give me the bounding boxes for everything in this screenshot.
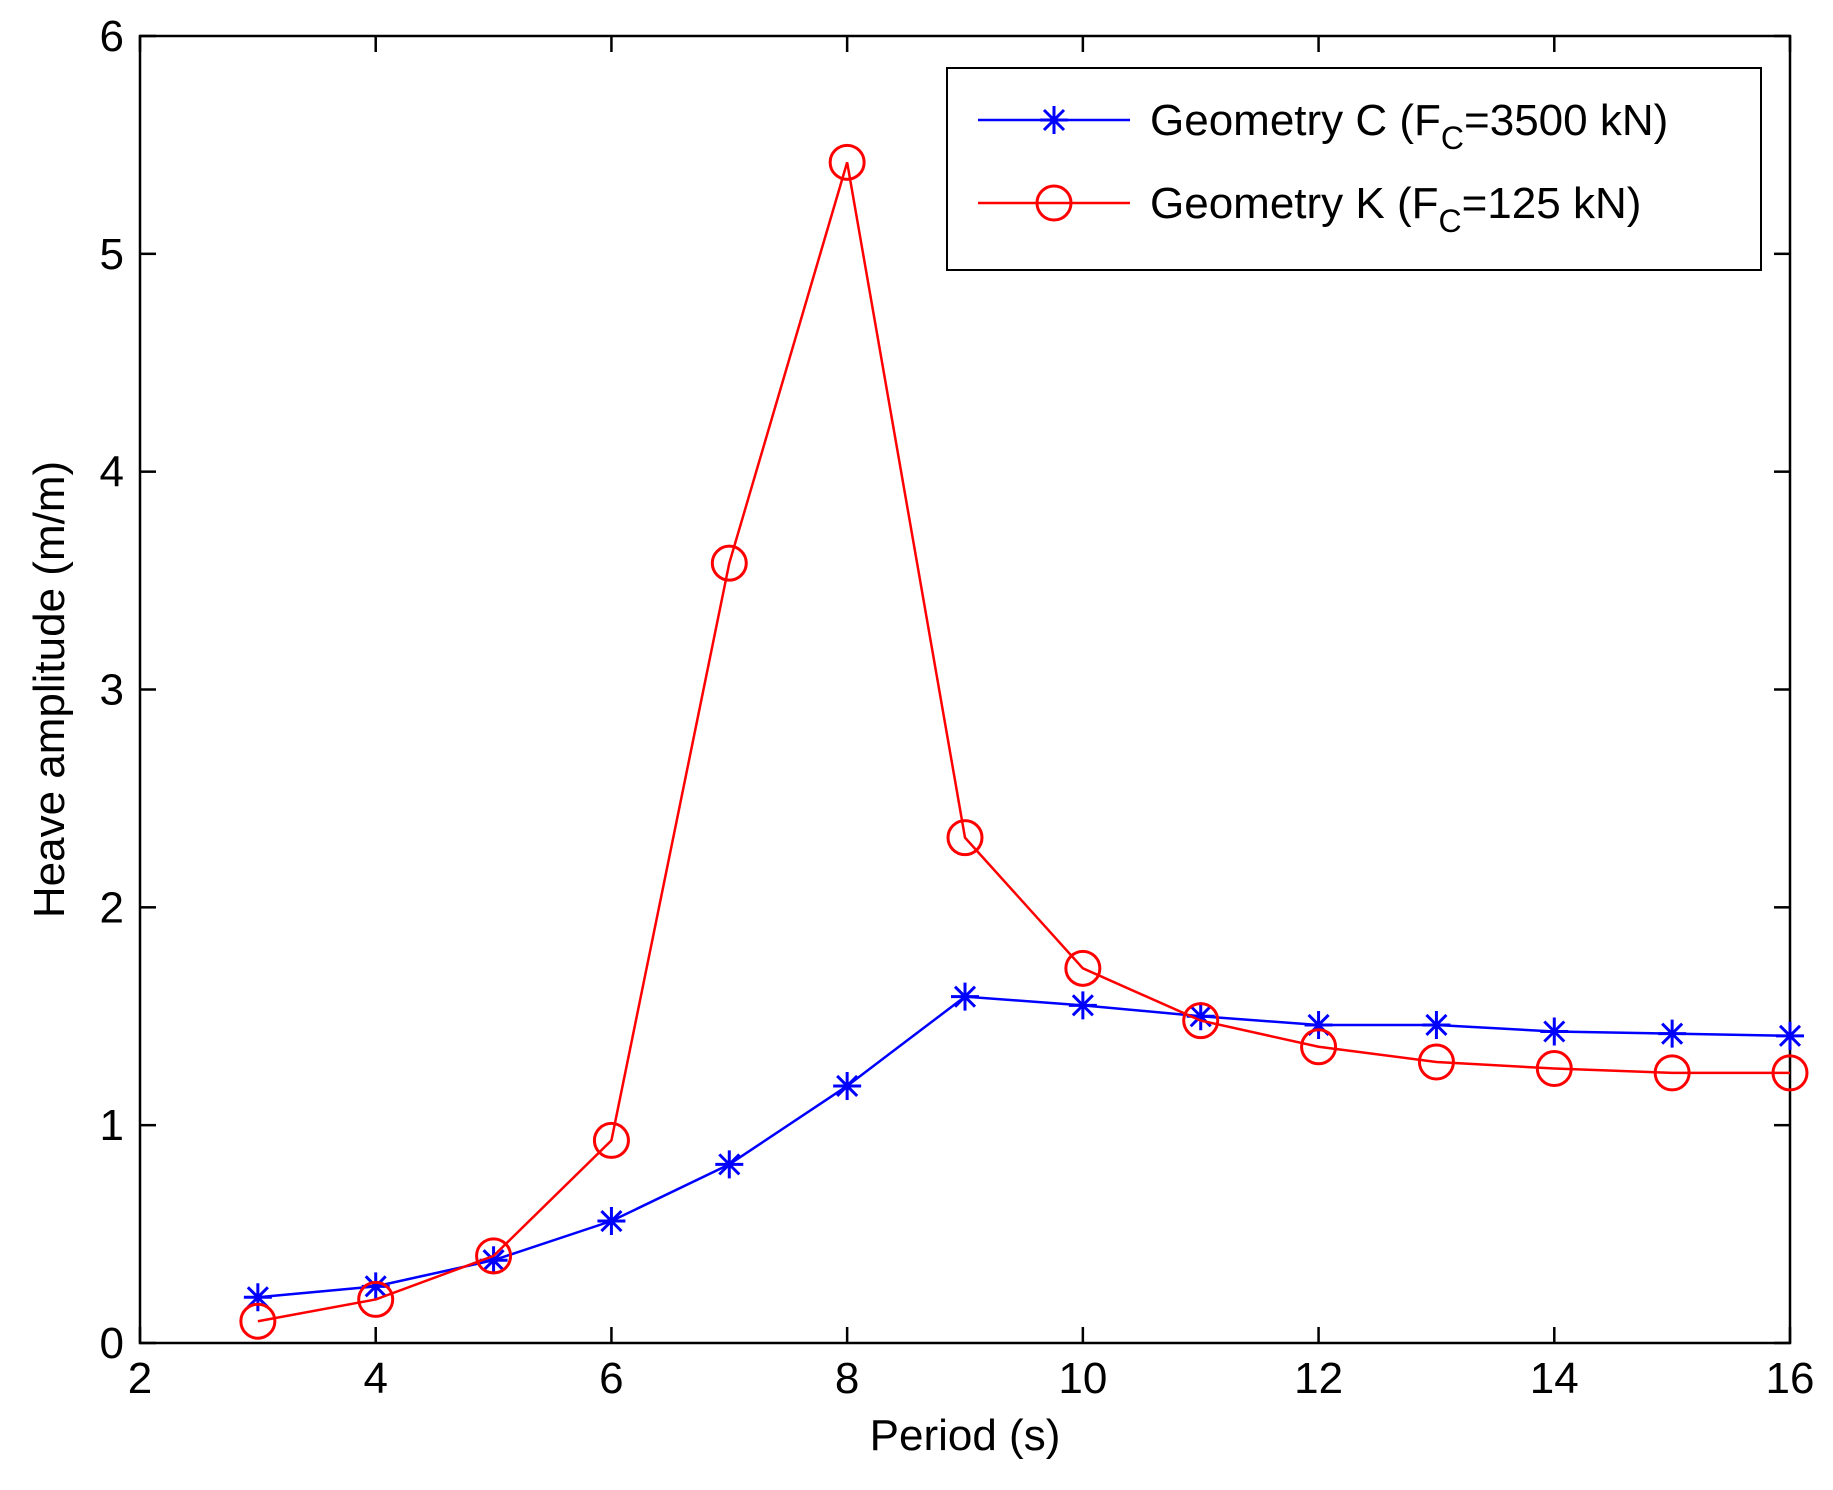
legend: Geometry C (FC=3500 kN)Geometry K (FC=12… — [946, 67, 1762, 271]
data-point — [828, 143, 866, 181]
data-point — [592, 1121, 630, 1159]
data-point — [475, 1237, 513, 1275]
y-axis-label: Heave amplitude (m/m) — [25, 461, 74, 918]
legend-label-subscript: C — [1439, 203, 1462, 239]
x-axis-label: Period (s) — [870, 1411, 1061, 1460]
data-point — [946, 819, 984, 857]
data-point — [361, 1272, 390, 1301]
series-geometry-c — [243, 982, 1804, 1312]
axis-ticks — [138, 34, 1792, 1345]
data-point — [715, 1150, 744, 1179]
data-point — [1540, 1017, 1569, 1046]
x-tick-label: 6 — [599, 1354, 623, 1403]
data-point — [1535, 1050, 1573, 1088]
data-point — [951, 982, 979, 1011]
legend-label-subscript: C — [1441, 120, 1464, 156]
series-line — [257, 995, 1791, 1299]
legend-label-prefix: Geometry K (F — [1150, 179, 1439, 228]
legend-entries: Geometry C (FC=3500 kN)Geometry K (FC=12… — [978, 96, 1668, 239]
data-point — [479, 1246, 508, 1275]
x-tick-label: 8 — [835, 1354, 859, 1403]
y-tick-label: 6 — [100, 12, 124, 61]
data-point — [597, 1207, 626, 1236]
data-point — [1068, 991, 1097, 1020]
data-point — [1658, 1019, 1687, 1048]
legend-box — [946, 67, 1762, 271]
y-tick-label: 0 — [100, 1319, 124, 1368]
y-tick-label: 4 — [100, 448, 124, 497]
x-tick-label: 10 — [1058, 1354, 1107, 1403]
y-tick-label: 3 — [100, 666, 124, 715]
data-point — [1417, 1043, 1455, 1081]
legend-entry: Geometry C (FC=3500 kN) — [978, 96, 1668, 156]
data-point — [1771, 1054, 1809, 1092]
data-point — [357, 1280, 395, 1318]
data-point — [1776, 1021, 1804, 1050]
legend-marker — [1040, 106, 1068, 134]
x-tick-label: 2 — [128, 1354, 152, 1403]
data-point — [1304, 1010, 1333, 1039]
data-point — [1300, 1028, 1338, 1066]
data-point — [1064, 949, 1102, 987]
x-tick-label: 4 — [363, 1354, 387, 1403]
data-point — [1422, 1010, 1451, 1039]
data-point — [243, 1283, 272, 1312]
legend-label: Geometry K (FC=125 kN) — [1150, 179, 1641, 239]
legend-marker — [1035, 184, 1073, 222]
data-point — [1182, 1002, 1220, 1040]
series-line — [257, 161, 1790, 1323]
data-point — [239, 1302, 277, 1340]
y-tick-label: 2 — [100, 883, 124, 932]
series-layer — [239, 143, 1809, 1340]
series-geometry-k — [239, 143, 1809, 1340]
x-tick-label: 16 — [1766, 1354, 1815, 1403]
legend-entry: Geometry K (FC=125 kN) — [978, 179, 1641, 239]
legend-label-prefix: Geometry C (F — [1150, 96, 1441, 145]
data-point — [833, 1071, 862, 1100]
y-tick-label: 5 — [100, 230, 124, 279]
data-point — [710, 544, 748, 582]
x-tick-label: 14 — [1530, 1354, 1579, 1403]
legend-label-suffix: =3500 kN) — [1464, 96, 1668, 145]
data-point — [1186, 1002, 1215, 1031]
x-tick-label: 12 — [1294, 1354, 1343, 1403]
y-tick-label: 1 — [100, 1101, 124, 1150]
legend-label-suffix: =125 kN) — [1462, 179, 1642, 228]
legend-label: Geometry C (FC=3500 kN) — [1150, 96, 1668, 156]
data-point — [1653, 1054, 1691, 1092]
